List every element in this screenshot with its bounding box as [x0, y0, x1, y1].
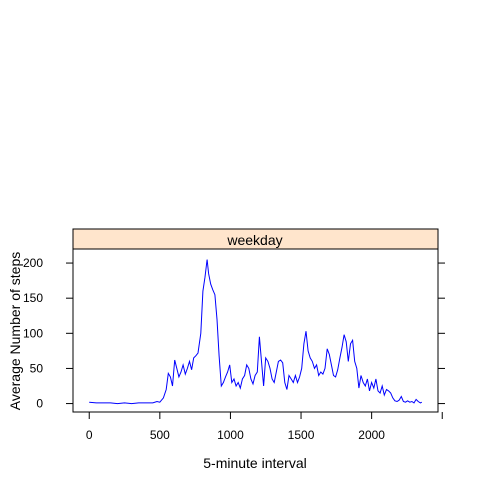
y-tick-label: 200: [23, 256, 43, 270]
x-axis-label: 5-minute interval: [203, 455, 307, 471]
panel-strip-label: weekday: [226, 232, 282, 248]
series-line: [89, 259, 423, 405]
y-axis: 0 50 100 150 200: [23, 256, 445, 411]
plot-panel: [72, 248, 439, 413]
x-tick-label: 1000: [217, 428, 244, 442]
x-tick-label: 0: [86, 428, 93, 442]
x-tick-label: 500: [150, 428, 170, 442]
y-tick-label: 100: [23, 326, 43, 340]
y-tick-label: 0: [36, 397, 43, 411]
x-axis: 0 500 1000 1500 2000: [86, 412, 443, 442]
x-tick-label: 2000: [358, 428, 385, 442]
y-tick-label: 50: [30, 361, 44, 375]
x-tick-label: 1500: [288, 428, 315, 442]
y-tick-label: 150: [23, 291, 43, 305]
y-axis-label: Average Number of steps: [7, 252, 23, 411]
